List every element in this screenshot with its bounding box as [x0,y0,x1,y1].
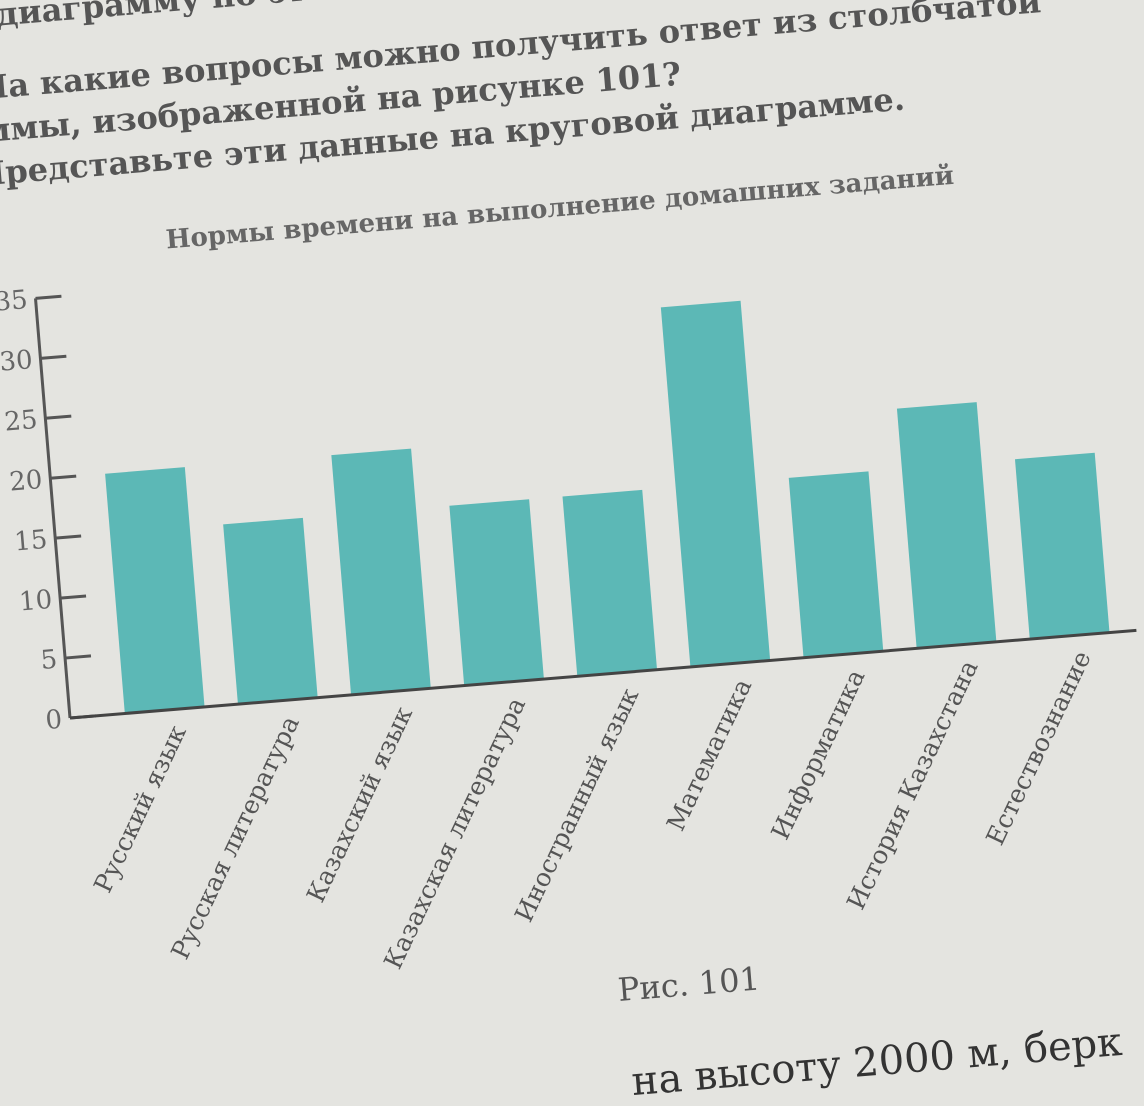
y-tick-label: 25 [3,405,38,438]
tick-mark [60,594,87,600]
bar [562,489,658,677]
y-tick-label: 15 [13,525,48,558]
y-tick-label: 0 [44,705,63,736]
bar [223,517,318,705]
y-axis [34,298,72,719]
tick-mark [64,654,92,660]
bar [1014,452,1110,640]
tick-mark [35,294,62,300]
tick-mark [45,414,72,420]
tick-mark [50,474,77,480]
bar [896,402,997,649]
y-tick-label: 20 [8,465,43,498]
y-tick-label: 10 [18,585,53,618]
x-axis [69,628,1137,720]
y-tick-label: 35 [0,285,29,318]
tick-mark [55,534,82,540]
y-tick-label: 5 [39,645,58,676]
bar [105,467,205,714]
bar [449,499,544,686]
tick-mark [40,354,67,360]
bar [331,448,431,695]
y-tick-label: 30 [0,345,34,378]
bar [660,300,771,667]
bar [788,471,884,658]
